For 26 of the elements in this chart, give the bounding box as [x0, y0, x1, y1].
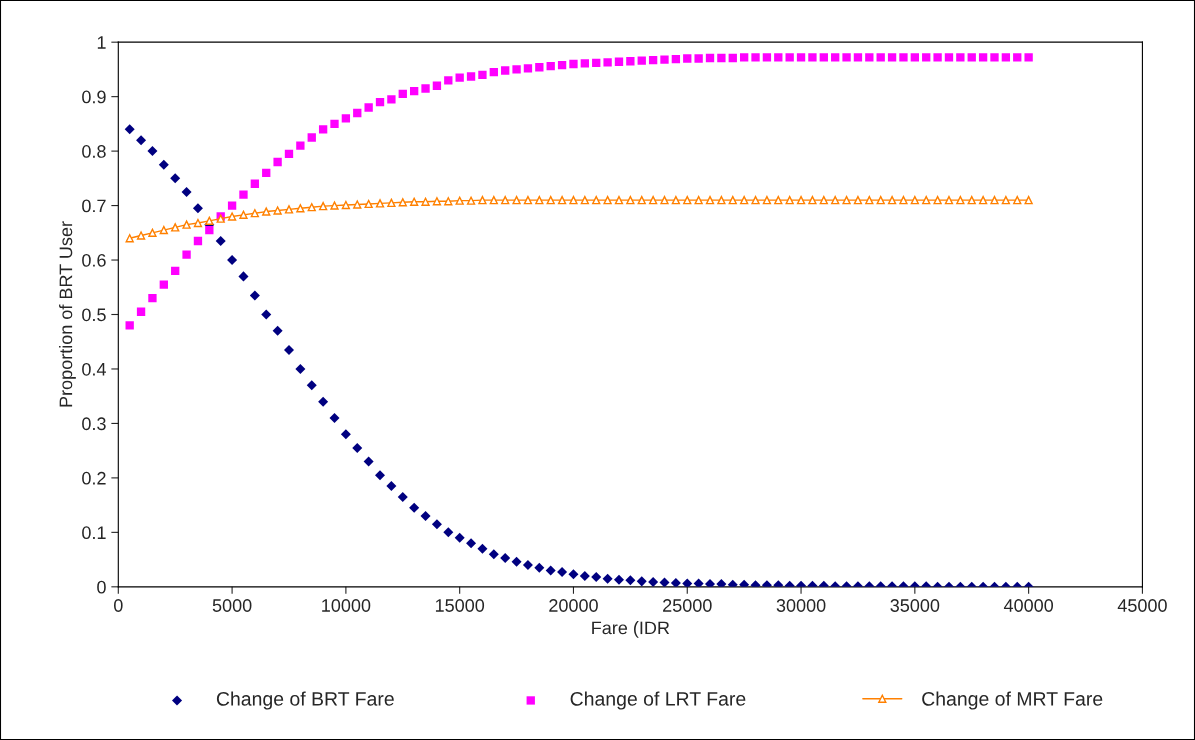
y-tick-label: 0: [97, 580, 106, 594]
x-tick-label: 15000: [435, 599, 485, 612]
y-tick-label: 0.8: [82, 145, 106, 158]
x-tick-label: 25000: [663, 599, 712, 612]
x-tick-label: 0: [113, 599, 123, 612]
legend-label: Change of MRT Fare: [922, 691, 1103, 710]
x-tick-label: 45000: [1117, 599, 1167, 612]
y-tick-label: 0.5: [82, 308, 106, 322]
y-tick-label: 0.4: [82, 362, 106, 376]
x-tick-label: 10000: [322, 599, 371, 612]
legend-label: Change of BRT Fare: [216, 691, 394, 710]
y-axis-title: Proportion of BRT User: [59, 221, 76, 407]
y-tick-label: 0.1: [82, 526, 106, 540]
y-tick-label: 0.9: [82, 90, 106, 104]
y-tick-label: 0.2: [82, 471, 106, 485]
x-tick-label: 35000: [890, 599, 940, 612]
x-tick-label: 30000: [776, 599, 826, 612]
y-tick-label: 0.3: [82, 417, 106, 431]
x-axis-title: Fare (IDR: [592, 621, 670, 638]
x-tick-label: 5000: [212, 599, 252, 612]
y-tick-label: 0.7: [82, 199, 106, 213]
y-tick-label: 1: [97, 36, 106, 49]
x-tick-label: 20000: [549, 599, 598, 612]
y-tick-label: 0.6: [82, 253, 106, 267]
legend-label: Change of LRT Fare: [570, 691, 746, 710]
x-tick-label: 40000: [1003, 599, 1054, 612]
